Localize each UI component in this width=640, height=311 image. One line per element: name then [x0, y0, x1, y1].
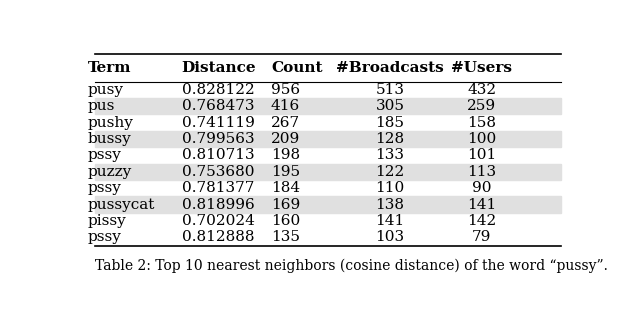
Text: 142: 142	[467, 214, 497, 228]
Text: 267: 267	[271, 116, 300, 130]
Text: 0.828122: 0.828122	[182, 83, 255, 97]
Text: 195: 195	[271, 165, 300, 179]
Text: 0.812888: 0.812888	[182, 230, 254, 244]
Text: 0.702024: 0.702024	[182, 214, 255, 228]
Text: Distance: Distance	[182, 61, 256, 75]
Text: pssy: pssy	[88, 148, 122, 162]
Bar	[95, 197, 561, 213]
Text: Table 2: Top 10 nearest neighbors (cosine distance) of the word “pussy”.: Table 2: Top 10 nearest neighbors (cosin…	[95, 259, 608, 273]
Text: 305: 305	[376, 99, 404, 113]
Bar	[95, 131, 561, 147]
Text: 0.799563: 0.799563	[182, 132, 254, 146]
Text: 141: 141	[376, 214, 404, 228]
Bar	[95, 164, 561, 180]
Text: #Users: #Users	[451, 61, 512, 75]
Text: Count: Count	[271, 61, 323, 75]
Text: 0.753680: 0.753680	[182, 165, 254, 179]
Text: 513: 513	[376, 83, 404, 97]
Text: 956: 956	[271, 83, 300, 97]
Text: pusy: pusy	[88, 83, 124, 97]
Text: 160: 160	[271, 214, 300, 228]
Text: Term: Term	[88, 61, 131, 75]
Text: pssy: pssy	[88, 181, 122, 195]
Text: pus: pus	[88, 99, 115, 113]
Text: 138: 138	[376, 198, 404, 212]
Text: 0.741119: 0.741119	[182, 116, 255, 130]
Text: 0.781377: 0.781377	[182, 181, 254, 195]
Text: 135: 135	[271, 230, 300, 244]
Text: 90: 90	[472, 181, 492, 195]
Text: 110: 110	[376, 181, 404, 195]
Text: 0.818996: 0.818996	[182, 198, 255, 212]
Text: 169: 169	[271, 198, 300, 212]
Text: 0.810713: 0.810713	[182, 148, 254, 162]
Text: 128: 128	[376, 132, 404, 146]
Text: pissy: pissy	[88, 214, 126, 228]
Text: 184: 184	[271, 181, 300, 195]
Text: pushy: pushy	[88, 116, 133, 130]
Text: 0.768473: 0.768473	[182, 99, 254, 113]
Text: 209: 209	[271, 132, 300, 146]
Bar	[95, 98, 561, 114]
Text: puzzy: puzzy	[88, 165, 132, 179]
Text: pssy: pssy	[88, 230, 122, 244]
Text: bussy: bussy	[88, 132, 131, 146]
Text: 416: 416	[271, 99, 300, 113]
Text: #Broadcasts: #Broadcasts	[336, 61, 444, 75]
Text: 141: 141	[467, 198, 497, 212]
Text: 103: 103	[376, 230, 404, 244]
Text: 432: 432	[467, 83, 497, 97]
Text: 198: 198	[271, 148, 300, 162]
Text: 133: 133	[376, 148, 404, 162]
Text: 101: 101	[467, 148, 497, 162]
Text: 158: 158	[467, 116, 496, 130]
Text: 185: 185	[376, 116, 404, 130]
Text: 113: 113	[467, 165, 497, 179]
Text: 79: 79	[472, 230, 492, 244]
Text: pussycat: pussycat	[88, 198, 155, 212]
Text: 259: 259	[467, 99, 497, 113]
Text: 100: 100	[467, 132, 497, 146]
Text: 122: 122	[376, 165, 404, 179]
